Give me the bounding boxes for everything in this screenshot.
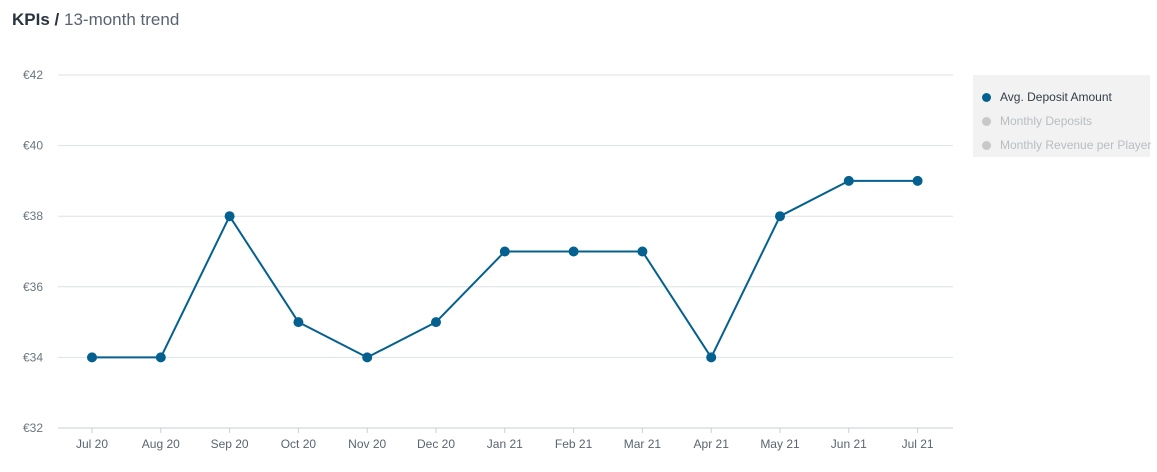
legend-item-monthly-revenue-per-player[interactable]: Monthly Revenue per Player [973, 133, 1152, 157]
legend-label: Monthly Revenue per Player [1000, 138, 1152, 152]
data-point [637, 246, 648, 257]
x-tick-label: Dec 20 [417, 437, 455, 451]
data-point [224, 211, 235, 222]
series-line [92, 179, 918, 359]
x-tick-label: Mar 21 [624, 437, 662, 451]
data-point [568, 246, 579, 257]
data-point [912, 175, 923, 186]
title-kpis: KPIs [12, 10, 50, 29]
x-tick-label: May 21 [760, 437, 800, 451]
x-tick-label: Sep 20 [211, 437, 249, 451]
y-tick-label: €40 [23, 139, 43, 153]
x-tick-label: Feb 21 [555, 437, 593, 451]
data-point [87, 352, 97, 363]
legend: Avg. Deposit Amount Monthly Deposits Mon… [973, 75, 1152, 157]
x-tick-label: Jul 20 [76, 437, 108, 451]
x-tick-label: Nov 20 [348, 437, 386, 451]
legend-label: Monthly Deposits [1000, 114, 1093, 128]
data-point [362, 352, 373, 363]
x-tick-label: Jul 21 [902, 437, 934, 451]
title-subtitle: 13-month trend [64, 10, 180, 29]
y-tick-label: €34 [23, 350, 43, 364]
y-tick-label: €32 [23, 421, 43, 435]
legend-dot-icon [982, 140, 991, 150]
y-tick-label: €42 [23, 68, 43, 82]
x-tick-label: Jan 21 [487, 437, 523, 451]
data-point [431, 317, 441, 328]
title-separator: / [54, 10, 60, 29]
grid-lines [58, 74, 953, 429]
legend-dot-icon [982, 116, 991, 126]
legend-item-monthly-deposits[interactable]: Monthly Deposits [973, 109, 1150, 133]
data-point [843, 175, 854, 186]
x-tick-label: Oct 20 [281, 437, 317, 451]
legend-label: Avg. Deposit Amount [1000, 90, 1112, 104]
y-tick-label: €38 [23, 209, 43, 223]
series-layer [87, 175, 923, 363]
data-point [706, 352, 717, 363]
data-point [293, 317, 304, 328]
x-tick-label: Apr 21 [694, 437, 730, 451]
x-axis: Jul 20 Aug 20 Sep 20 Oct 20 Nov 20 Dec 20 Jan … [76, 428, 934, 451]
x-tick-label: Jun 21 [831, 437, 867, 451]
data-point [775, 211, 785, 222]
data-point [499, 246, 510, 257]
page-title: KPIs / 13-month trend [12, 8, 179, 32]
x-tick-label: Aug 20 [142, 437, 180, 451]
y-axis: €32 €34 €36 €38 €40 €42 [23, 68, 43, 435]
legend-dot-icon [982, 92, 991, 102]
data-point [155, 352, 166, 363]
legend-item-avg-deposit-amount[interactable]: Avg. Deposit Amount [973, 85, 1150, 109]
y-tick-label: €36 [23, 280, 43, 294]
